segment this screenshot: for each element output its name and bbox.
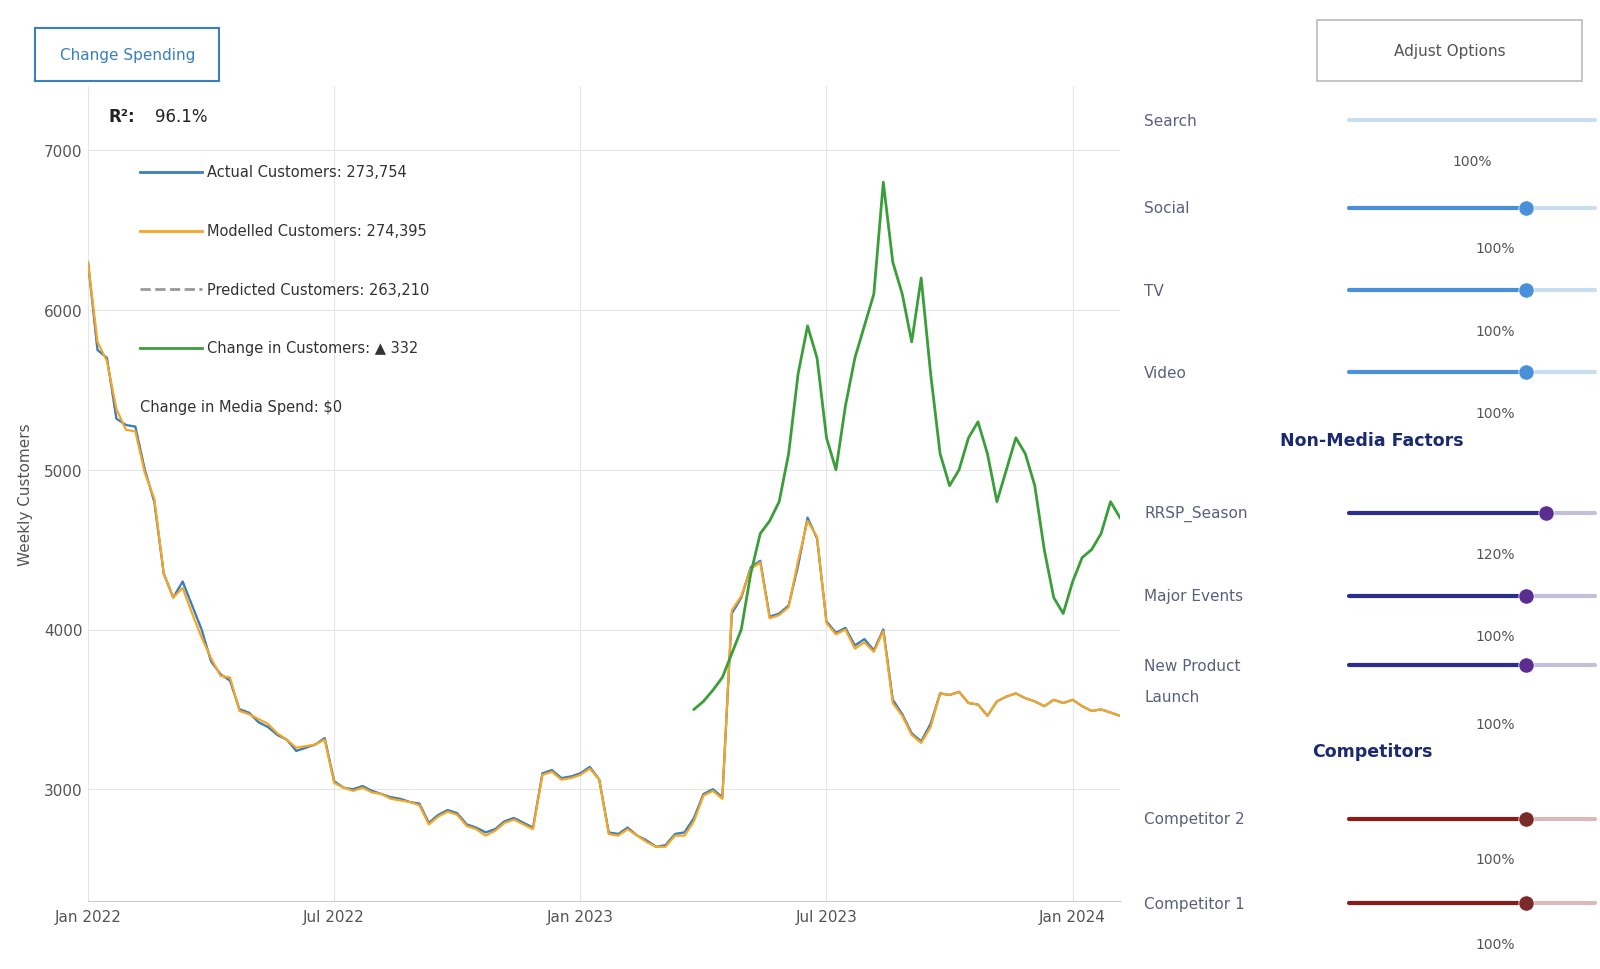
Text: New Product: New Product [1144,658,1240,673]
Text: 100%: 100% [1475,630,1515,643]
Text: Competitors: Competitors [1312,742,1432,760]
Text: Competitor 2: Competitor 2 [1144,811,1245,827]
Text: Launch: Launch [1144,689,1200,704]
Text: Non-Media Factors: Non-Media Factors [1280,432,1464,450]
Text: Change in Customers: ▲ 332: Change in Customers: ▲ 332 [206,341,418,356]
FancyBboxPatch shape [1317,21,1582,82]
Text: Search: Search [1144,113,1197,129]
Text: Change in Media Spend: $0: Change in Media Spend: $0 [139,399,342,415]
Text: Predicted Customers: 263,210: Predicted Customers: 263,210 [206,282,429,297]
Text: Social: Social [1144,201,1189,216]
Text: Adjust Options: Adjust Options [1394,45,1506,59]
Text: TV: TV [1144,283,1163,298]
Y-axis label: Weekly Customers: Weekly Customers [18,422,32,566]
Text: 96.1%: 96.1% [155,108,208,126]
Text: 120%: 120% [1475,547,1515,561]
Text: Competitor 1: Competitor 1 [1144,895,1245,911]
Text: Modelled Customers: 274,395: Modelled Customers: 274,395 [206,224,427,238]
Text: 100%: 100% [1475,853,1515,866]
Text: 100%: 100% [1475,937,1515,951]
Text: 100%: 100% [1475,407,1515,421]
Text: Major Events: Major Events [1144,588,1243,604]
Text: R²:: R²: [109,108,136,126]
Text: Video: Video [1144,365,1187,381]
Text: Change Spending: Change Spending [59,48,195,63]
Text: 100%: 100% [1475,325,1515,338]
Text: 100%: 100% [1453,155,1493,169]
Text: 100%: 100% [1475,717,1515,731]
Text: Actual Customers: 273,754: Actual Customers: 273,754 [206,165,406,180]
Text: 100%: 100% [1475,242,1515,256]
Text: RRSP_Season: RRSP_Season [1144,506,1248,521]
